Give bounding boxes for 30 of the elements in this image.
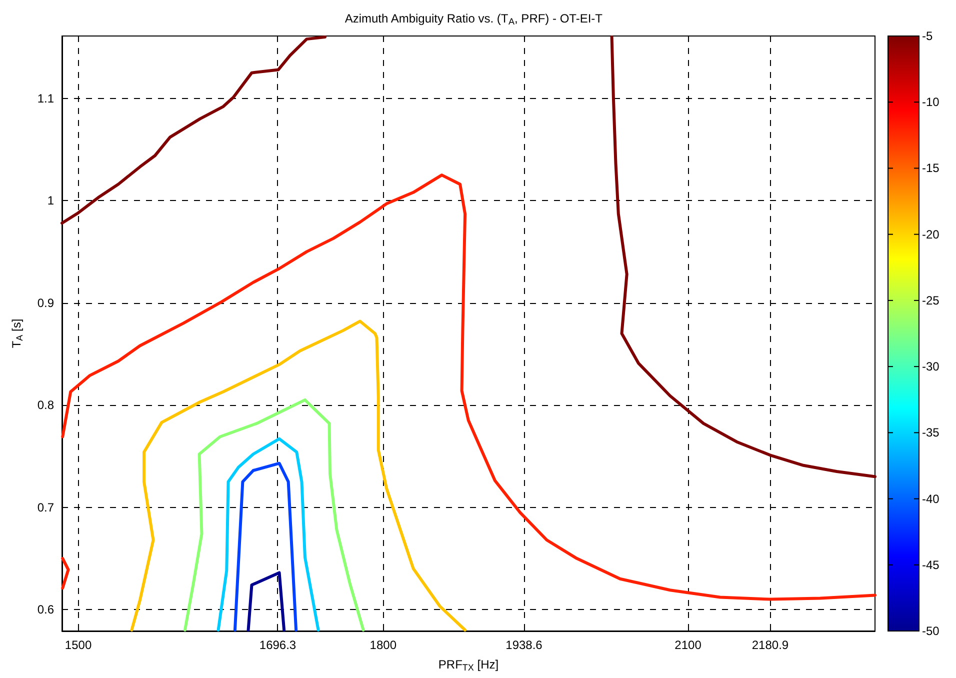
- y-tick-label: 1.1: [37, 91, 54, 106]
- x-tick-label: 1696.3: [259, 638, 296, 652]
- line-series: [610, 36, 876, 478]
- line-series: [60, 36, 327, 225]
- color-bar-label: -35: [922, 426, 940, 440]
- y-tick-label: 0.8: [37, 398, 54, 412]
- line-series: [183, 398, 365, 632]
- x-tick-label: 2180.9: [752, 638, 789, 652]
- y-tick-label: 0.9: [37, 296, 54, 310]
- color-bar-label: -30: [922, 360, 940, 374]
- color-bar-label: -20: [922, 227, 940, 242]
- color-bar-label: -15: [922, 161, 940, 176]
- line-series: [130, 320, 467, 632]
- x-tick-label: 1938.6: [506, 638, 543, 652]
- y-tick-label: 0.7: [37, 500, 54, 514]
- color-bar-label: -45: [922, 558, 940, 572]
- color-bar-label: -5: [922, 29, 933, 43]
- y-tick-label: 1: [47, 194, 54, 208]
- y-tick-label: 0.6: [37, 602, 54, 617]
- color-bar-label: -10: [922, 95, 940, 110]
- line-series: [233, 462, 298, 632]
- color-bar-label: -25: [922, 293, 940, 308]
- x-tick-label: 2100: [674, 638, 702, 652]
- y-axis-title: TA [s]: [10, 318, 24, 348]
- x-tick-label: 1500: [64, 638, 92, 652]
- color-bar-label: -50: [922, 624, 940, 638]
- color-bar-label: -40: [922, 492, 940, 506]
- line-series: [216, 437, 320, 632]
- line-series: [61, 174, 876, 601]
- x-tick-label: 1800: [370, 638, 397, 652]
